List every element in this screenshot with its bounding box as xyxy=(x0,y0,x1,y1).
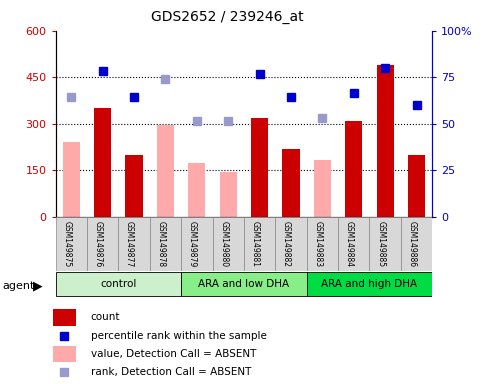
Text: count: count xyxy=(91,312,120,322)
Text: GDS2652 / 239246_at: GDS2652 / 239246_at xyxy=(151,10,303,23)
Bar xyxy=(188,163,205,217)
Text: control: control xyxy=(100,279,137,289)
Bar xyxy=(338,217,369,271)
Bar xyxy=(213,217,244,271)
Bar xyxy=(118,217,150,271)
Text: GSM149885: GSM149885 xyxy=(376,221,385,267)
Bar xyxy=(345,121,362,217)
Text: agent: agent xyxy=(2,281,35,291)
Bar xyxy=(53,309,76,326)
Text: GSM149879: GSM149879 xyxy=(188,221,197,268)
Bar xyxy=(150,217,181,271)
Text: GSM149884: GSM149884 xyxy=(345,221,354,267)
Text: GSM149878: GSM149878 xyxy=(156,221,165,267)
Text: rank, Detection Call = ABSENT: rank, Detection Call = ABSENT xyxy=(91,367,251,377)
Text: value, Detection Call = ABSENT: value, Detection Call = ABSENT xyxy=(91,349,256,359)
Text: ▶: ▶ xyxy=(33,280,43,293)
Bar xyxy=(56,272,181,296)
Bar xyxy=(275,217,307,271)
Bar xyxy=(94,108,111,217)
Bar xyxy=(369,217,401,271)
Bar xyxy=(53,346,76,362)
Text: percentile rank within the sample: percentile rank within the sample xyxy=(91,331,267,341)
Bar xyxy=(157,126,174,217)
Text: GSM149886: GSM149886 xyxy=(408,221,416,267)
Bar xyxy=(408,155,425,217)
Text: GSM149877: GSM149877 xyxy=(125,221,134,268)
Bar xyxy=(126,155,142,217)
Bar xyxy=(244,217,275,271)
Text: ARA and low DHA: ARA and low DHA xyxy=(199,279,289,289)
Bar xyxy=(63,142,80,217)
Text: GSM149875: GSM149875 xyxy=(62,221,71,268)
Bar xyxy=(314,159,331,217)
Bar xyxy=(181,272,307,296)
Bar xyxy=(220,172,237,217)
Text: ARA and high DHA: ARA and high DHA xyxy=(321,279,418,289)
Bar xyxy=(307,217,338,271)
Bar xyxy=(87,217,118,271)
Text: GSM149881: GSM149881 xyxy=(251,221,260,267)
Bar xyxy=(401,217,432,271)
Bar xyxy=(181,217,213,271)
Text: GSM149876: GSM149876 xyxy=(94,221,103,268)
Text: GSM149882: GSM149882 xyxy=(282,221,291,267)
Text: GSM149883: GSM149883 xyxy=(313,221,323,267)
Bar xyxy=(307,272,432,296)
Bar xyxy=(251,118,268,217)
Text: GSM149880: GSM149880 xyxy=(219,221,228,267)
Bar xyxy=(377,65,394,217)
Bar xyxy=(56,217,87,271)
Bar xyxy=(283,149,299,217)
